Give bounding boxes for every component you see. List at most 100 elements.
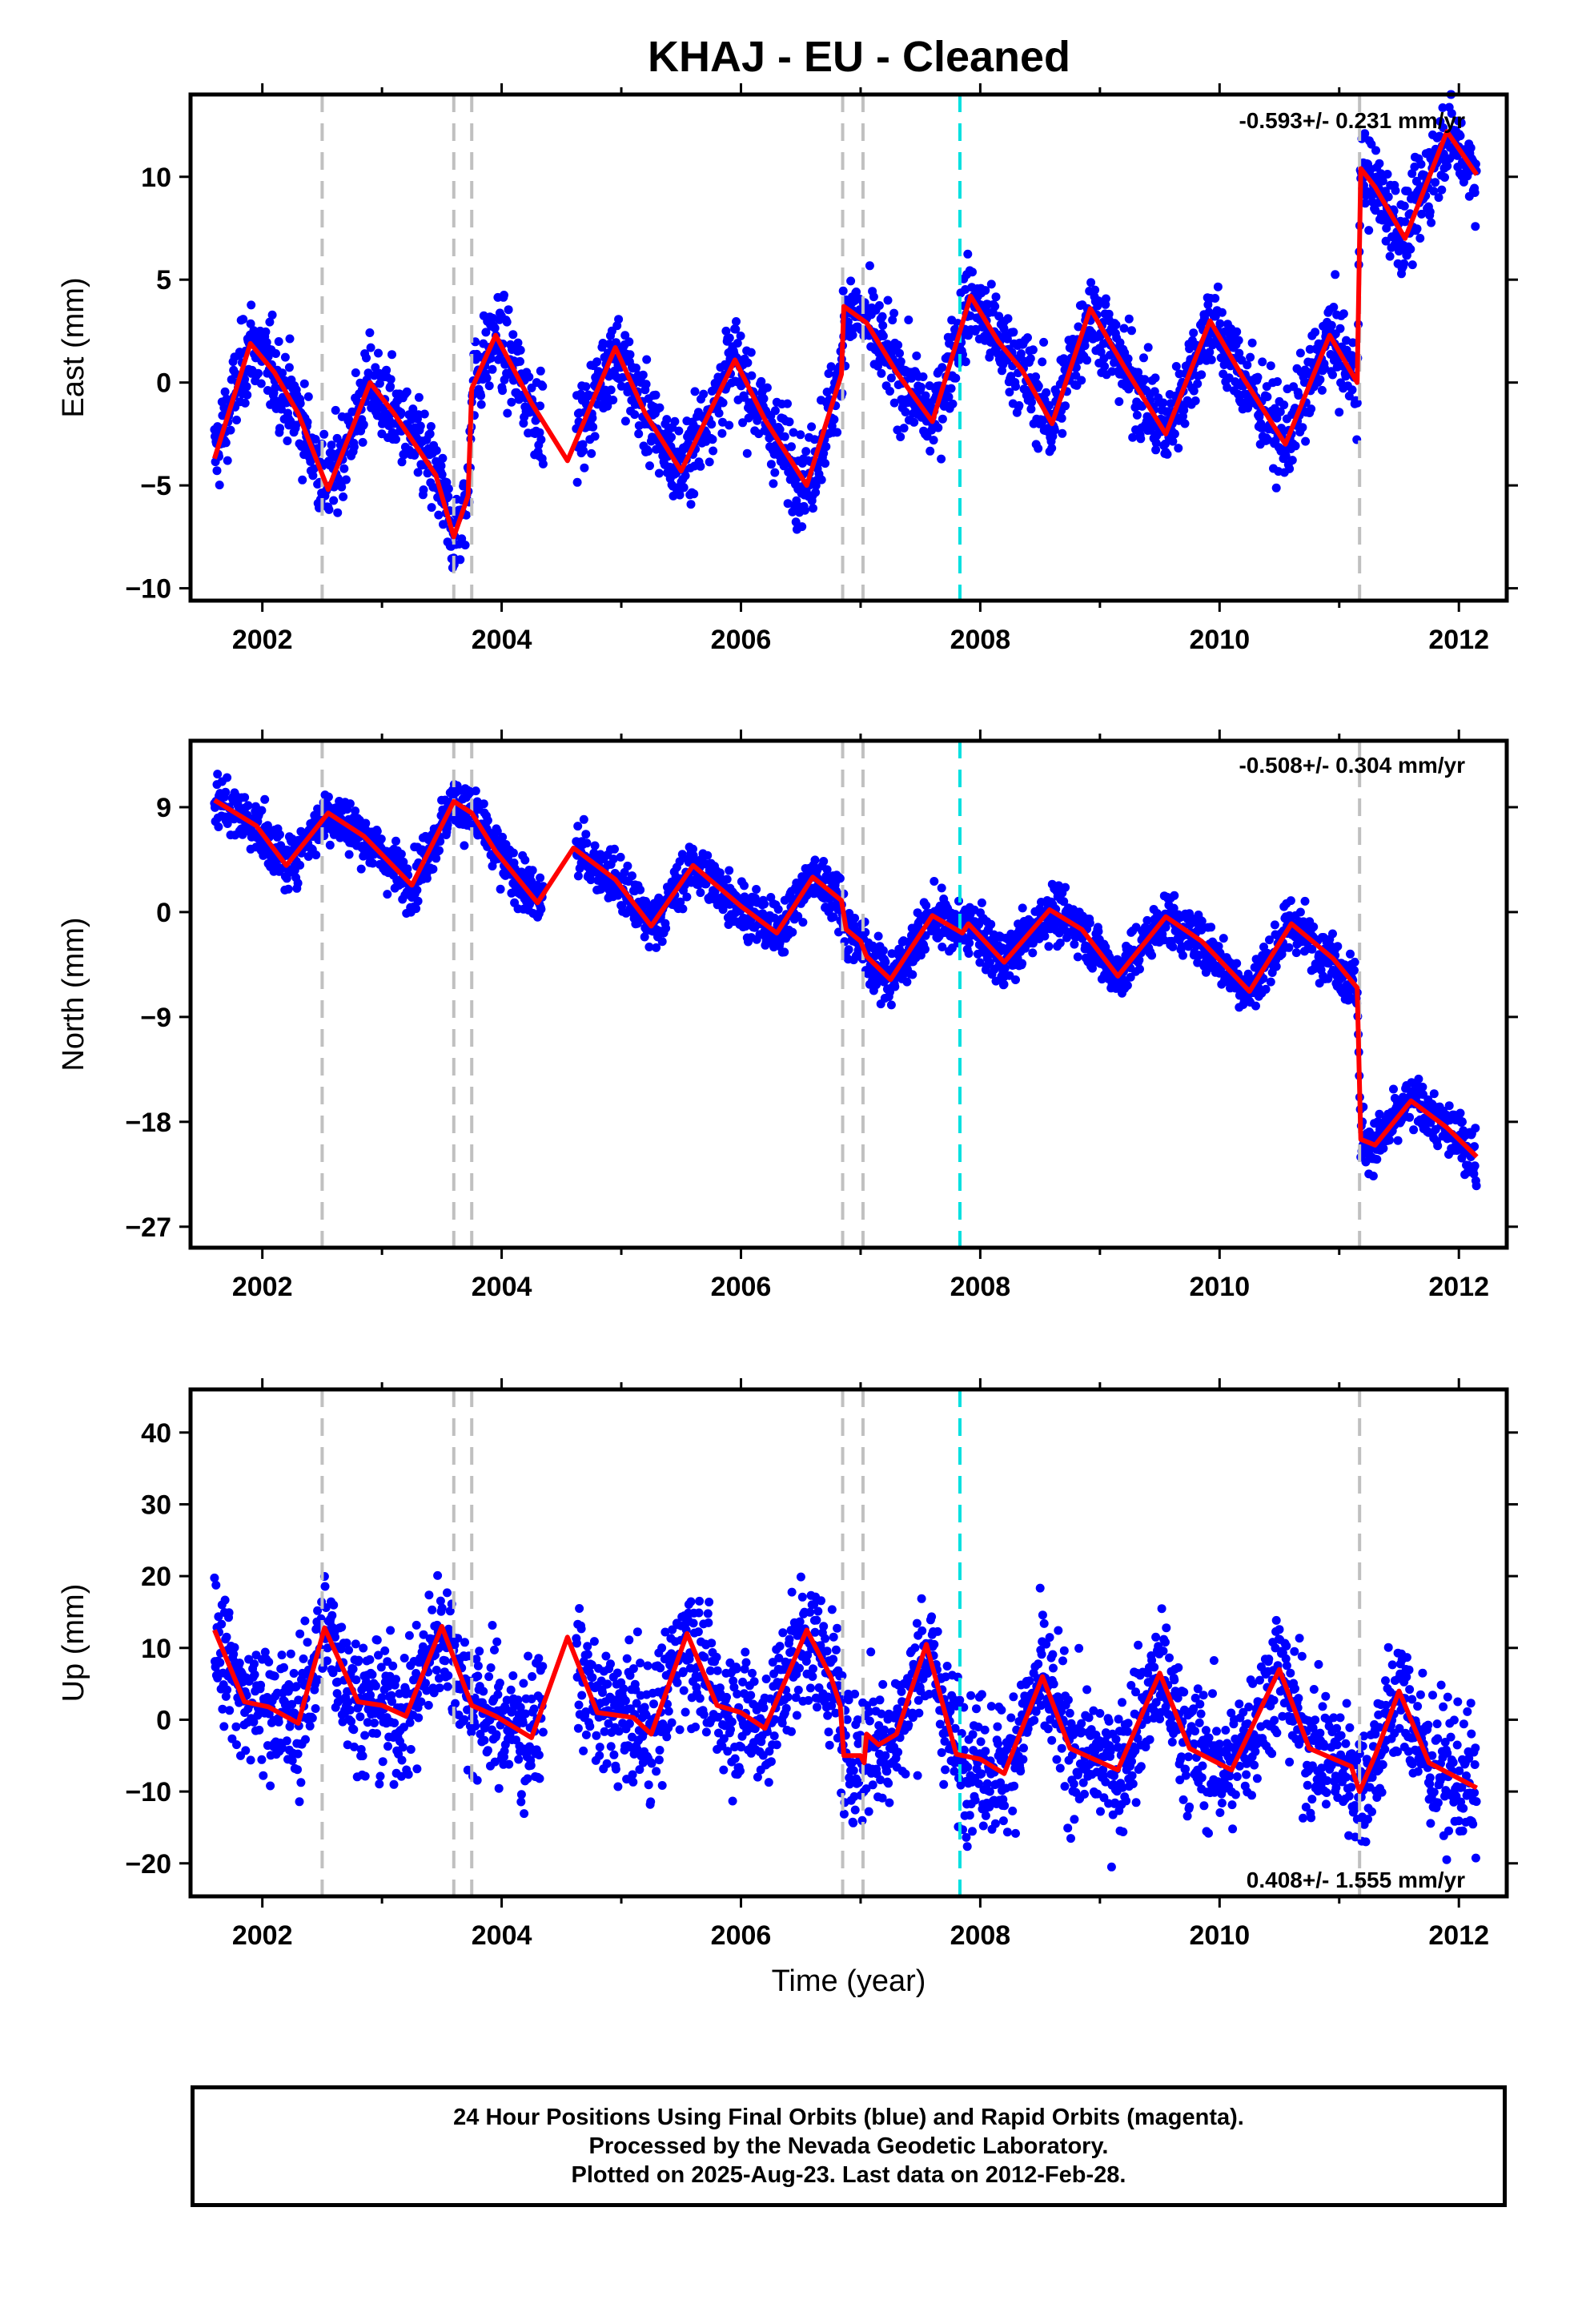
data-point — [1247, 338, 1257, 348]
data-point — [667, 432, 676, 442]
data-point — [752, 885, 761, 894]
data-point — [654, 468, 664, 478]
data-point — [413, 468, 423, 477]
data-point — [1023, 333, 1032, 343]
data-point — [963, 249, 973, 259]
data-point — [481, 328, 491, 337]
data-point — [1016, 349, 1026, 359]
data-point — [410, 451, 420, 460]
data-point — [1162, 449, 1172, 459]
data-point — [223, 773, 232, 782]
data-point — [977, 898, 986, 907]
data-point — [254, 368, 263, 378]
data-point — [1271, 962, 1281, 971]
data-point — [1433, 1141, 1443, 1151]
data-point — [1246, 352, 1255, 362]
data-point — [878, 332, 888, 341]
data-point — [278, 368, 287, 378]
data-point — [498, 386, 508, 396]
y-tick-label: −10 — [125, 574, 171, 605]
data-point — [722, 875, 732, 884]
data-point — [616, 852, 625, 862]
data-point — [1328, 370, 1337, 380]
data-point — [1350, 957, 1359, 967]
y-tick-label: 10 — [141, 163, 171, 193]
data-point — [581, 382, 591, 392]
data-point — [1123, 354, 1133, 364]
data-point — [508, 330, 518, 340]
data-point — [689, 489, 699, 499]
data-point — [1258, 357, 1267, 367]
data-point — [502, 317, 512, 327]
data-point — [1389, 1084, 1398, 1094]
data-points-group — [210, 770, 1481, 1191]
data-point — [610, 844, 619, 854]
data-point — [1139, 353, 1148, 363]
data-point — [821, 442, 831, 452]
data-point — [329, 496, 339, 505]
data-point — [213, 770, 223, 779]
data-point — [580, 463, 589, 472]
data-point — [783, 399, 792, 408]
y-tick-label: −9 — [140, 1003, 171, 1033]
data-point — [1416, 159, 1426, 169]
data-point — [1207, 923, 1216, 932]
data-point — [1232, 959, 1242, 968]
data-point — [938, 363, 947, 372]
data-point — [1168, 942, 1178, 951]
data-point — [896, 432, 905, 441]
data-point — [869, 292, 878, 302]
data-point — [1291, 441, 1300, 451]
data-point — [874, 301, 884, 310]
data-point — [670, 416, 680, 426]
data-point — [1026, 354, 1035, 364]
data-point — [1383, 170, 1392, 179]
data-point — [651, 390, 661, 400]
data-point — [598, 339, 608, 348]
data-point — [829, 415, 839, 424]
data-point — [215, 480, 224, 490]
data-point — [382, 365, 391, 375]
data-point — [1298, 423, 1307, 432]
data-point — [938, 414, 947, 424]
data-point — [889, 308, 899, 318]
data-point — [1170, 891, 1179, 900]
data-point — [1253, 372, 1263, 382]
data-point — [1197, 370, 1207, 380]
data-point — [1047, 444, 1057, 453]
data-point — [986, 919, 996, 929]
data-point — [896, 357, 905, 366]
data-point — [877, 368, 886, 378]
data-point — [412, 904, 421, 914]
data-point — [243, 801, 253, 810]
data-point — [1132, 410, 1142, 420]
data-point — [256, 379, 266, 388]
data-point — [419, 485, 428, 495]
data-point — [295, 860, 305, 870]
data-point — [826, 362, 836, 372]
data-point — [476, 400, 486, 409]
data-point — [275, 830, 284, 839]
data-point — [356, 864, 366, 874]
data-point — [699, 389, 709, 399]
data-point — [422, 874, 432, 883]
data-point — [1193, 379, 1203, 388]
data-point — [536, 401, 545, 411]
data-point — [488, 364, 497, 374]
x-tick-label: 2006 — [711, 625, 772, 655]
data-point — [1251, 1001, 1260, 1011]
data-point — [614, 315, 624, 324]
data-point — [746, 348, 756, 357]
data-point — [901, 408, 910, 416]
data-point — [1178, 951, 1187, 960]
data-point — [1189, 328, 1199, 338]
data-point — [592, 357, 602, 367]
data-point — [284, 363, 294, 372]
data-point — [1311, 328, 1320, 337]
data-point — [852, 287, 861, 296]
data-point — [226, 425, 235, 435]
data-point — [242, 382, 251, 392]
data-point — [616, 381, 626, 391]
data-point — [1295, 348, 1305, 358]
data-point — [1124, 314, 1134, 324]
